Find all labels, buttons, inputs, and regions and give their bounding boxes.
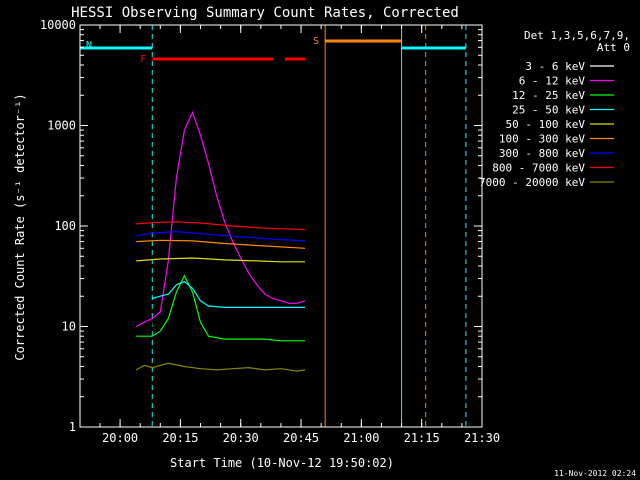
series-line-50-100keV xyxy=(136,257,306,263)
series-line-12-25keV xyxy=(136,274,306,342)
y-tick-label-0: 1 xyxy=(69,420,76,434)
segment-label-N: N xyxy=(86,40,92,51)
legend-title-line1: Det 1,3,5,6,7,9, xyxy=(524,29,630,42)
legend-label-0: 3 - 6 keV xyxy=(525,60,585,73)
legend-label-4: 50 - 100 keV xyxy=(506,118,586,131)
x-tick-label-0: 20:00 xyxy=(102,431,138,445)
legend-label-2: 12 - 25 keV xyxy=(512,89,585,102)
y-tick-label-3: 1000 xyxy=(47,119,76,133)
legend-label-3: 25 - 50 keV xyxy=(512,104,585,117)
y-axis-label: Corrected Count Rate (s⁻¹ detector⁻¹) xyxy=(13,93,27,360)
x-tick-label-1: 20:15 xyxy=(162,431,198,445)
x-tick-label-2: 20:30 xyxy=(223,431,259,445)
segment-label-F: F xyxy=(140,54,146,65)
series-line-3-6keV xyxy=(135,128,306,428)
legend-label-6: 300 - 800 keV xyxy=(499,147,585,160)
x-tick-label-5: 21:15 xyxy=(404,431,440,445)
legend-label-7: 800 - 7000 keV xyxy=(492,162,585,175)
y-tick-label-2: 100 xyxy=(54,219,76,233)
series-line-6-12keV xyxy=(135,110,306,328)
footer-date: 11-Nov-2012 02:24 xyxy=(554,469,636,478)
y-tick-label-4: 10000 xyxy=(40,18,76,32)
legend-label-1: 6 - 12 keV xyxy=(519,75,586,88)
series-line-25-50keV xyxy=(152,280,306,308)
plot-area: N F S 1 10 100 1000 10000 20:00 20:15 20:30 20:45 21… xyxy=(40,18,500,445)
x-tick-label-3: 20:45 xyxy=(283,431,319,445)
series-line-7000-20000keV xyxy=(135,362,306,372)
chart-title: HESSI Observing Summary Count Rates, Cor… xyxy=(71,5,459,21)
segment-label-S: S xyxy=(313,36,319,47)
x-tick-label-6: 21:30 xyxy=(464,431,500,445)
x-axis-label: Start Time (10-Nov-12 19:50:02) xyxy=(170,456,394,470)
legend-label-8: 7000 - 20000 keV xyxy=(479,176,585,189)
x-tick-label-4: 21:00 xyxy=(343,431,379,445)
legend-title-line2: Att 0 xyxy=(597,41,630,54)
series-line-800-7000keV xyxy=(136,221,306,231)
legend-label-5: 100 - 300 keV xyxy=(499,133,585,146)
series-line-100-300keV xyxy=(136,239,306,249)
series-line-300-800keV xyxy=(136,230,306,242)
y-tick-label-1: 10 xyxy=(62,320,76,334)
